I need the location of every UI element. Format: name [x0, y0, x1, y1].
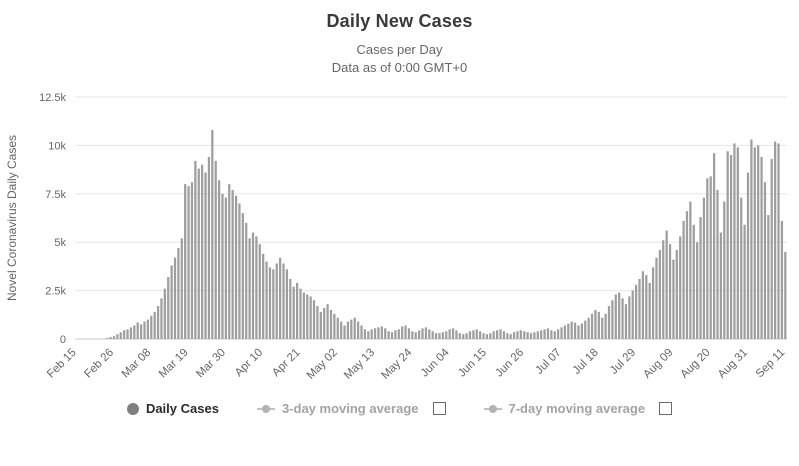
svg-text:10k: 10k	[48, 141, 66, 153]
svg-text:Mar 19: Mar 19	[157, 347, 191, 381]
chart-legend: Daily Cases 3-day moving average 7-day m…	[0, 401, 799, 416]
svg-text:Aug 31: Aug 31	[716, 347, 750, 381]
svg-text:Apr 21: Apr 21	[270, 347, 302, 379]
svg-text:Apr 10: Apr 10	[233, 347, 265, 379]
svg-text:Novel Coronavirus Daily Cases: Novel Coronavirus Daily Cases	[5, 135, 19, 301]
svg-text:May 02: May 02	[305, 347, 340, 382]
svg-text:Jul 18: Jul 18	[571, 347, 601, 377]
svg-text:May 13: May 13	[342, 347, 377, 382]
legend-item-daily-cases[interactable]: Daily Cases	[126, 401, 219, 417]
chart-title: Daily New Cases	[326, 11, 473, 31]
legend-3day-label: 3-day moving average	[281, 401, 419, 417]
svg-text:Mar 30: Mar 30	[194, 347, 228, 381]
legend-item-3day-moving-average[interactable]: 3-day moving average	[256, 401, 446, 417]
svg-text:Feb 26: Feb 26	[82, 347, 116, 381]
chart-subtitle: Cases per Day Data as of 0:00 GMT+0	[0, 41, 799, 77]
legend-item-7day-moving-average[interactable]: 7-day moving average	[483, 401, 673, 417]
svg-text:12.5k: 12.5k	[39, 92, 66, 104]
3day-moving-average-marker-icon	[256, 404, 275, 413]
svg-text:Jun 15: Jun 15	[456, 347, 489, 380]
chart-subtitle-line1: Cases per Day	[356, 42, 443, 57]
svg-text:5k: 5k	[54, 238, 66, 250]
legend-daily-cases-label: Daily Cases	[145, 401, 219, 417]
svg-text:Aug 09: Aug 09	[641, 347, 675, 381]
svg-text:Jul 07: Jul 07	[533, 347, 563, 377]
svg-text:Sep 11: Sep 11	[754, 347, 788, 381]
svg-text:Mar 08: Mar 08	[120, 347, 154, 381]
3day-moving-average-checkbox[interactable]	[432, 402, 446, 416]
chart-header: Daily New Cases Cases per Day Data as of…	[0, 0, 799, 77]
svg-text:Jul 29: Jul 29	[608, 347, 638, 377]
7day-moving-average-checkbox[interactable]	[659, 402, 673, 416]
svg-text:2.5k: 2.5k	[45, 286, 66, 298]
svg-text:Aug 20: Aug 20	[679, 347, 713, 381]
svg-text:0: 0	[60, 334, 66, 346]
svg-text:May 24: May 24	[379, 347, 415, 383]
daily-cases-marker-icon	[126, 402, 139, 415]
svg-text:Jun 04: Jun 04	[419, 347, 452, 380]
legend-7day-label: 7-day moving average	[508, 401, 646, 417]
svg-text:7.5k: 7.5k	[45, 189, 66, 201]
svg-text:Feb 15: Feb 15	[45, 347, 79, 381]
chart-subtitle-line2: Data as of 0:00 GMT+0	[331, 60, 468, 76]
7day-moving-average-marker-icon	[483, 404, 502, 413]
svg-text:Jun 26: Jun 26	[493, 347, 526, 380]
